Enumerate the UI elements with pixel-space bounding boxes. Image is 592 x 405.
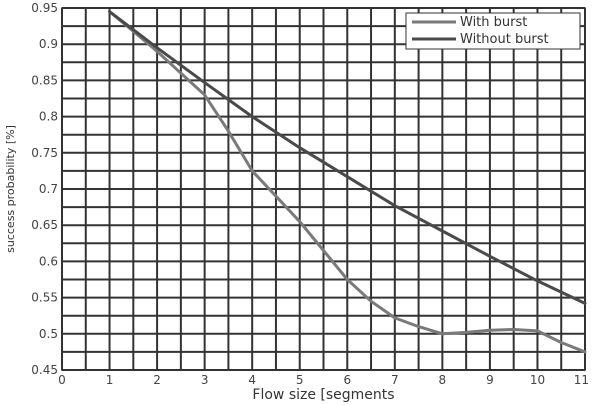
x-tick-label: 3 — [201, 373, 209, 387]
x-tick-label: 1 — [106, 373, 114, 387]
y-tick-labels: 0.45 0.5 0.55 0.6 0.65 0.7 0.75 0.8 0.85 0.9 0.95 — [31, 1, 58, 377]
series-line-with-burst — [108, 10, 587, 354]
y-tick-label: 0.75 — [31, 146, 58, 160]
x-tick-label: 8 — [439, 373, 447, 387]
x-axis-label: Flow size [segments — [252, 387, 394, 403]
series-line-without-burst — [108, 10, 587, 305]
y-tick-label: 0.85 — [31, 73, 58, 87]
legend-box — [405, 12, 581, 50]
y-tick-label: 0.6 — [39, 254, 58, 268]
x-tick-label: 6 — [343, 373, 351, 387]
y-tick-label: 0.9 — [39, 37, 58, 51]
y-tick-label: 0.55 — [31, 291, 58, 305]
y-tick-label: 0.45 — [31, 363, 58, 377]
y-tick-label: 0.95 — [31, 1, 58, 15]
series-group — [108, 10, 587, 354]
y-tick-label: 0.65 — [31, 218, 58, 232]
y-tick-label: 0.8 — [39, 110, 58, 124]
x-tick-label: 10 — [530, 373, 545, 387]
y-tick-label: 0.7 — [39, 182, 58, 196]
x-tick-label: 11 — [574, 373, 589, 387]
legend-entry-with-burst: With burst — [460, 15, 527, 30]
x-tick-label: 4 — [248, 373, 256, 387]
x-tick-label: 9 — [486, 373, 494, 387]
x-tick-label: 7 — [391, 373, 399, 387]
grid — [61, 7, 586, 371]
plot-frame — [61, 7, 586, 371]
x-tick-label: 0 — [58, 373, 66, 387]
x-tick-label: 5 — [296, 373, 304, 387]
x-tick-label: 2 — [153, 373, 161, 387]
legend: With burst Without burst — [405, 12, 581, 50]
y-axis-label: success probability [%] — [4, 125, 17, 253]
x-tick-labels: 0 1 2 3 4 5 6 7 8 9 10 11 — [58, 373, 589, 387]
y-tick-label: 0.5 — [39, 327, 58, 341]
legend-entry-without-burst: Without burst — [460, 32, 549, 47]
